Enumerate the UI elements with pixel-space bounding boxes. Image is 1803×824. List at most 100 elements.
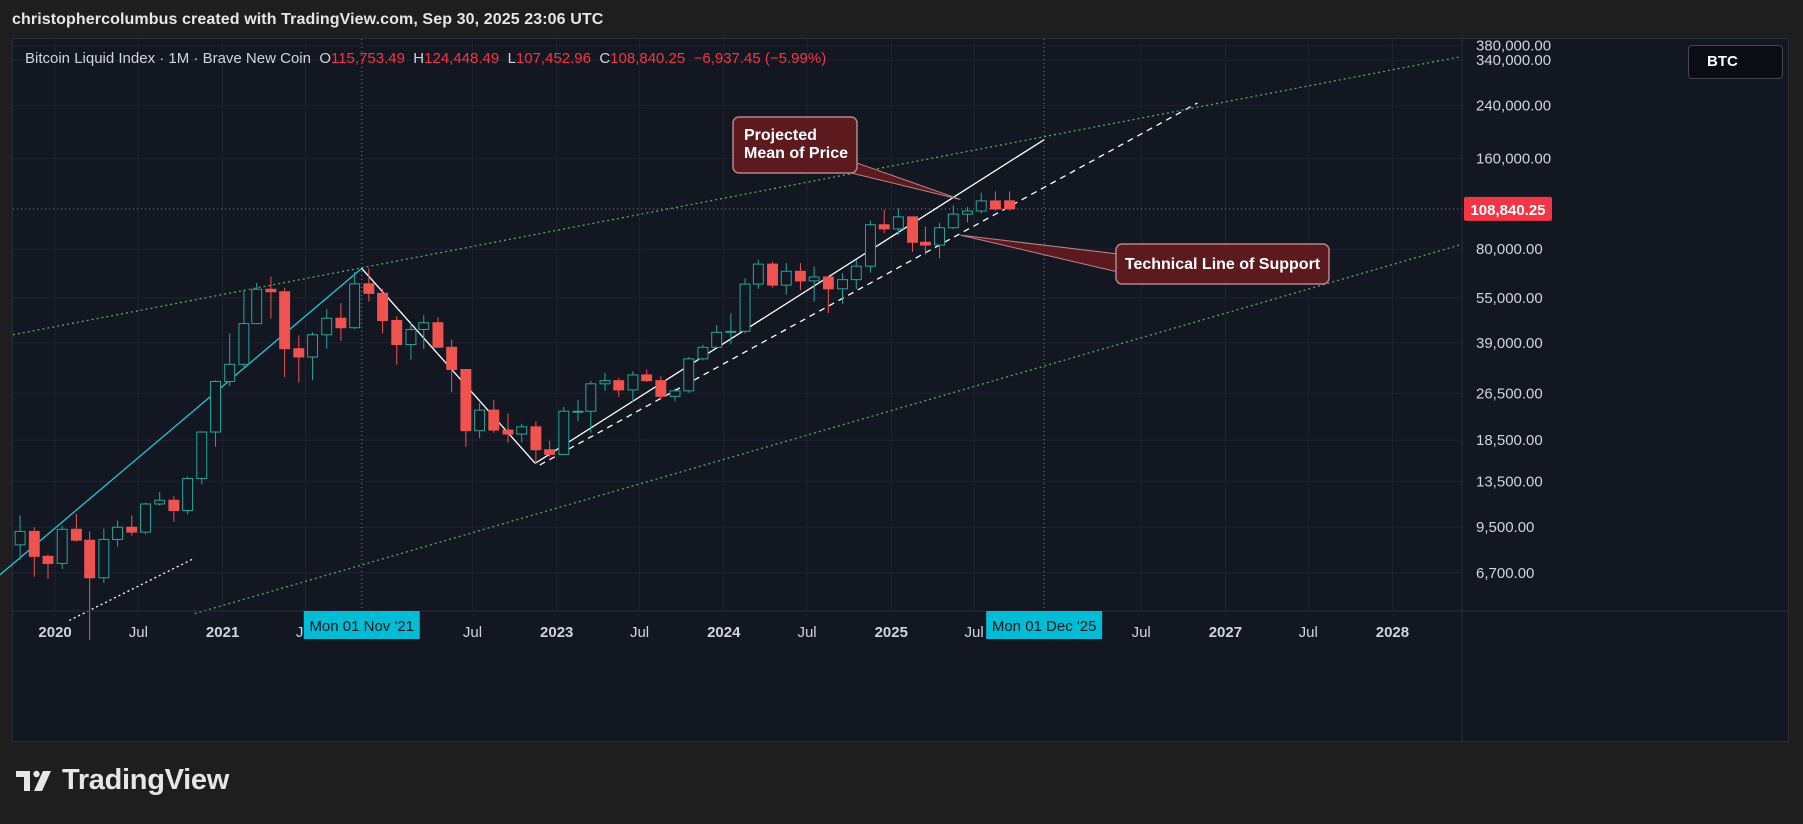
tradingview-brand[interactable]: TradingView <box>16 764 229 797</box>
candle-down <box>42 555 54 564</box>
low-value: 107,452.96 <box>515 50 591 67</box>
candle-down <box>989 200 1001 210</box>
y-tick-label: 18,500.00 <box>1476 432 1543 449</box>
candle-up <box>780 270 792 286</box>
candle-down <box>265 288 277 293</box>
candle-up <box>98 538 110 579</box>
candle-up <box>808 276 820 282</box>
x-tick-label: 2025 <box>875 624 908 641</box>
open-value: 115,753.49 <box>330 50 405 67</box>
candle-up <box>418 322 430 331</box>
candle-down <box>641 374 653 382</box>
candle-up <box>627 374 639 391</box>
candle-up <box>683 358 695 392</box>
candle-down <box>488 409 500 431</box>
candle-down <box>377 292 389 321</box>
support-line <box>539 102 1198 466</box>
x-tick-label: Jul <box>630 624 649 641</box>
x-tick-label: Jul <box>1299 624 1318 641</box>
last-price-badge <box>1464 196 1552 221</box>
candle-up <box>962 210 973 215</box>
candle-up <box>934 227 946 246</box>
candle-down <box>767 263 778 286</box>
callout-text: Projected <box>744 127 817 144</box>
candle-down <box>460 369 472 432</box>
candle-up <box>558 410 570 455</box>
candle-up <box>474 409 486 432</box>
candle-up <box>140 503 151 533</box>
candle-up <box>585 383 597 412</box>
candle-down <box>168 499 180 511</box>
candle-down <box>613 380 625 391</box>
close-label: C <box>599 50 611 67</box>
candle-up <box>182 477 194 511</box>
candle-down <box>446 346 458 371</box>
x-tick-label: 2023 <box>540 624 573 641</box>
candle-up <box>711 331 723 348</box>
x-tick-label: Jul <box>797 624 816 641</box>
candle-up <box>224 363 236 383</box>
candle-up <box>14 530 26 546</box>
crosshair-date-label: Mon 01 Dec '25 <box>992 618 1097 635</box>
candle-down <box>530 426 542 451</box>
y-tick-label: 160,000.00 <box>1476 151 1551 168</box>
candle-down <box>363 283 375 294</box>
candle-up <box>572 410 584 413</box>
candle-up <box>349 283 361 329</box>
candle-down <box>84 539 96 579</box>
candle-up <box>739 283 751 332</box>
x-tick-label: Jul <box>129 624 148 641</box>
candle-down <box>822 276 834 290</box>
x-tick-label: 2021 <box>206 624 239 641</box>
small-dotted-line <box>69 557 195 622</box>
candle-down <box>432 322 444 348</box>
channel-upper <box>12 55 1463 336</box>
candle-up <box>975 200 987 212</box>
candle-up <box>405 329 417 346</box>
candle-up <box>56 528 68 564</box>
close-value: 108,840.25 <box>610 50 686 67</box>
projected-mean-line <box>534 139 1045 464</box>
candle-up <box>307 334 319 358</box>
candle-down <box>544 449 556 455</box>
candle-down <box>279 291 291 350</box>
last-price-label: 108,840.25 <box>1470 202 1545 219</box>
candle-up <box>154 499 166 505</box>
x-tick-label: 2024 <box>707 624 741 641</box>
crosshair-date-badge <box>303 611 420 639</box>
candle-up <box>752 263 764 285</box>
high-label: H <box>413 50 425 67</box>
symbol-badge[interactable]: BTC <box>1688 45 1783 79</box>
candle-up <box>251 288 263 325</box>
candle-down <box>919 241 931 246</box>
candle-up <box>669 390 681 397</box>
candle-up <box>196 431 208 479</box>
candle-down <box>335 317 347 329</box>
cyan-trendline <box>0 267 363 576</box>
x-tick-label: Jul <box>965 624 984 641</box>
y-tick-label: 340,000.00 <box>1476 52 1551 69</box>
candle-up <box>238 323 250 365</box>
y-tick-label: 26,500.00 <box>1476 385 1543 402</box>
candle-up <box>837 279 849 290</box>
symbol-description[interactable]: Bitcoin Liquid Index · 1M · Brave New Co… <box>25 50 311 67</box>
candle-up <box>697 346 709 360</box>
candle-up <box>864 224 876 267</box>
top-bar: christophercolumbus created with Trading… <box>0 0 1803 38</box>
candle-down <box>502 429 514 435</box>
y-tick-label: 39,000.00 <box>1476 335 1543 352</box>
channel-lower <box>194 243 1463 615</box>
crosshair-date-badge <box>986 611 1103 639</box>
y-tick-label: 80,000.00 <box>1476 241 1543 258</box>
low-label: L <box>507 50 516 67</box>
callout-text: Technical Line of Support <box>1125 256 1321 273</box>
candle-down <box>878 224 890 230</box>
candle-up <box>947 213 959 229</box>
y-tick-label: 380,000.00 <box>1476 38 1551 55</box>
x-tick-label: Jul <box>1132 624 1151 641</box>
x-tick-label: 2020 <box>38 624 71 641</box>
candle-down <box>126 526 138 533</box>
change-value: −6,937.45 (−5.99%) <box>693 50 827 67</box>
callout-box <box>1115 243 1330 285</box>
